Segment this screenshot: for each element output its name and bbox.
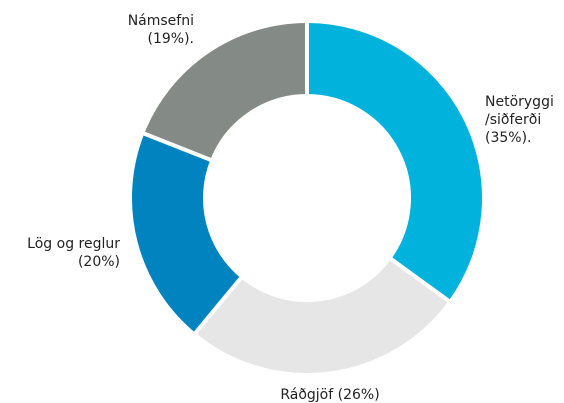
- donut-slice: [191, 255, 453, 377]
- value-label: (19%).: [147, 31, 195, 47]
- category-label: Námsefni: [127, 13, 194, 29]
- value-label: (20%): [77, 254, 120, 270]
- slice-label: Námsefni (19%).: [60, 12, 194, 48]
- slice-label: Lög og reglur (20%): [0, 235, 120, 271]
- donut-slice: [305, 18, 486, 305]
- slice-label: Ráðgjöf (26%): [230, 386, 430, 403]
- donut-slice: [139, 18, 309, 164]
- category-label: Lög og reglur: [27, 236, 120, 252]
- category-label: Netöryggi /siðferði: [485, 94, 554, 128]
- category-label: Ráðgjöf: [280, 387, 334, 403]
- donut-slice: [128, 130, 245, 338]
- value-label: (26%): [337, 387, 380, 403]
- slice-label: Netöryggi /siðferði (35%).: [485, 93, 564, 147]
- value-label: (35%).: [485, 130, 532, 146]
